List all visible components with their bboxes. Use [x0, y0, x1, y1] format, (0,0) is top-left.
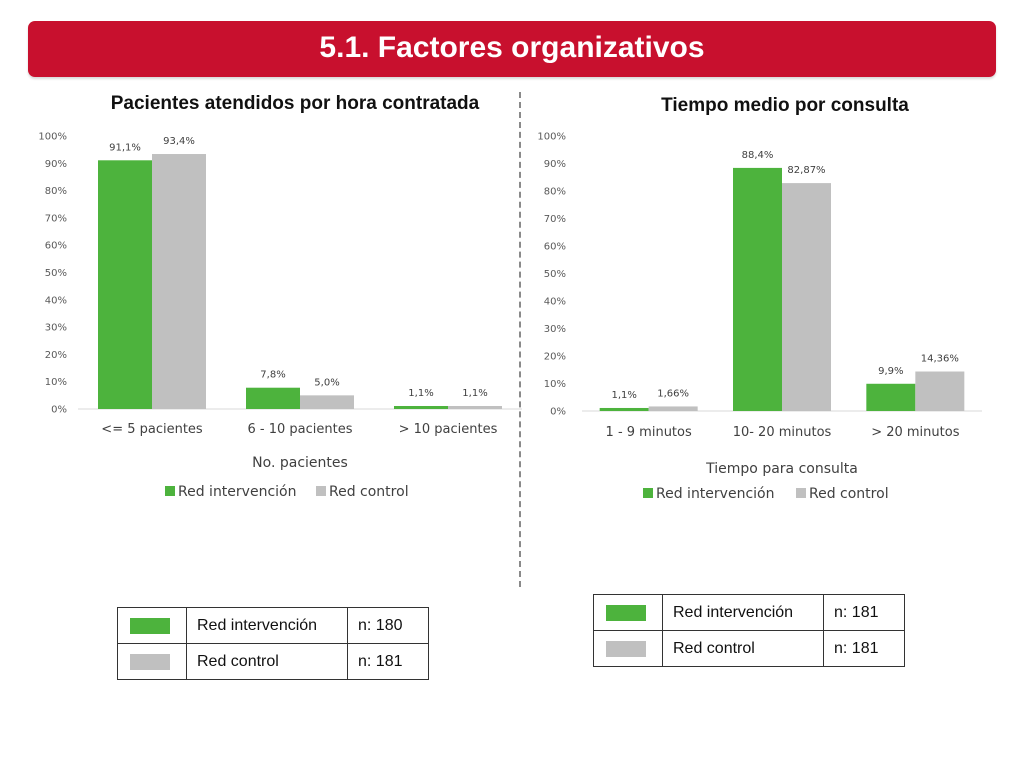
data-label: 1,1% — [462, 388, 487, 399]
legend-swatch — [796, 488, 806, 498]
chart-tiempo: 0% 10% 20% 30% 40% 50% 60% 70% 80% 90% 100% 1,1% 1,6… — [537, 132, 982, 502]
category-label: <= 5 pacientes — [101, 422, 203, 437]
bar-intervention — [394, 405, 448, 409]
bar-control — [648, 406, 698, 411]
y-tick-label: 10% — [45, 377, 67, 388]
y-tick-label: 60% — [544, 242, 566, 253]
bar-control — [300, 395, 354, 409]
chart-pacientes: 0% 10% 20% 30% 40% 50% 60% 70% 80% 90% 100% 91,1% 93… — [38, 132, 522, 500]
table-row: Red control n: 181 — [117, 643, 429, 680]
table-row: Red control n: 181 — [593, 630, 905, 667]
group-n: n: 181 — [823, 630, 905, 667]
y-tick-label: 90% — [544, 159, 566, 170]
y-tick-label: 30% — [544, 324, 566, 335]
x-axis-title: Tiempo para consulta — [705, 461, 858, 477]
table-row: Red intervención n: 180 — [117, 607, 429, 644]
bar-control — [915, 371, 965, 411]
data-label: 82,87% — [787, 165, 825, 176]
group-label: Red intervención — [662, 594, 824, 631]
group-n: n: 181 — [347, 643, 429, 680]
y-tick-label: 100% — [38, 132, 67, 143]
legend-swatch — [165, 486, 175, 496]
page-title: 5.1. Factores organizativos — [319, 31, 705, 64]
group-n: n: 180 — [347, 607, 429, 644]
y-tick-label: 20% — [544, 352, 566, 363]
y-tick-label: 60% — [45, 241, 67, 252]
legend-swatch — [316, 486, 326, 496]
group-n: n: 181 — [823, 594, 905, 631]
table-row: Red intervención n: 181 — [593, 594, 905, 631]
data-label: 1,1% — [611, 390, 636, 401]
sample-table-left: Red intervención n: 180 Red control n: 1… — [117, 607, 429, 680]
category-label: 10- 20 minutos — [733, 425, 832, 440]
y-tick-label: 50% — [45, 268, 67, 279]
y-tick-label: 70% — [45, 213, 67, 224]
bar-control — [152, 154, 206, 409]
y-tick-label: 50% — [544, 269, 566, 280]
y-tick-label: 30% — [45, 323, 67, 334]
data-label: 1,1% — [408, 388, 433, 399]
y-tick-label: 80% — [45, 186, 67, 197]
category-label: > 10 pacientes — [399, 422, 498, 437]
category-label: 1 - 9 minutos — [606, 425, 692, 440]
swatch-control — [606, 640, 646, 657]
data-label: 7,8% — [260, 370, 285, 381]
y-tick-label: 0% — [51, 405, 67, 416]
bar-intervention — [98, 160, 152, 409]
bar-intervention — [246, 387, 300, 409]
x-axis-title: No. pacientes — [252, 455, 348, 471]
y-tick-label: 80% — [544, 187, 566, 198]
data-label: 14,36% — [921, 354, 959, 365]
group-label: Red intervención — [186, 607, 348, 644]
title-banner: 5.1. Factores organizativos — [28, 21, 996, 77]
category-label: 6 - 10 pacientes — [248, 422, 353, 437]
group-label: Red control — [186, 643, 348, 680]
legend-label: Red intervención — [656, 486, 774, 502]
swatch-intervention — [130, 617, 170, 634]
bar-control — [782, 183, 831, 411]
bar-intervention — [599, 407, 649, 411]
data-label: 1,66% — [657, 388, 689, 399]
y-tick-label: 100% — [537, 132, 566, 143]
data-label: 93,4% — [163, 136, 195, 147]
swatch-intervention — [606, 604, 646, 621]
legend-swatch — [643, 488, 653, 498]
bar-intervention — [866, 383, 916, 411]
data-label: 5,0% — [314, 377, 339, 388]
legend-label: Red intervención — [178, 484, 296, 500]
y-tick-label: 70% — [544, 214, 566, 225]
data-label: 9,9% — [878, 366, 903, 377]
data-label: 88,4% — [742, 150, 774, 161]
legend-label: Red control — [809, 486, 889, 502]
bar-control — [448, 405, 502, 409]
sample-table-right: Red intervención n: 181 Red control n: 1… — [593, 594, 905, 667]
y-tick-label: 20% — [45, 350, 67, 361]
legend-label: Red control — [329, 484, 409, 500]
y-tick-label: 90% — [45, 159, 67, 170]
swatch-control — [130, 653, 170, 670]
y-tick-label: 10% — [544, 379, 566, 390]
category-label: > 20 minutos — [871, 425, 960, 440]
y-tick-label: 40% — [544, 297, 566, 308]
panel-divider — [519, 92, 521, 587]
y-tick-label: 0% — [550, 407, 566, 418]
chart-title-left: Pacientes atendidos por hora contratada — [110, 93, 480, 114]
y-tick-label: 40% — [45, 295, 67, 306]
chart-title-right: Tiempo medio por consulta — [661, 95, 909, 116]
bar-intervention — [733, 167, 782, 411]
group-label: Red control — [662, 630, 824, 667]
data-label: 91,1% — [109, 142, 141, 153]
